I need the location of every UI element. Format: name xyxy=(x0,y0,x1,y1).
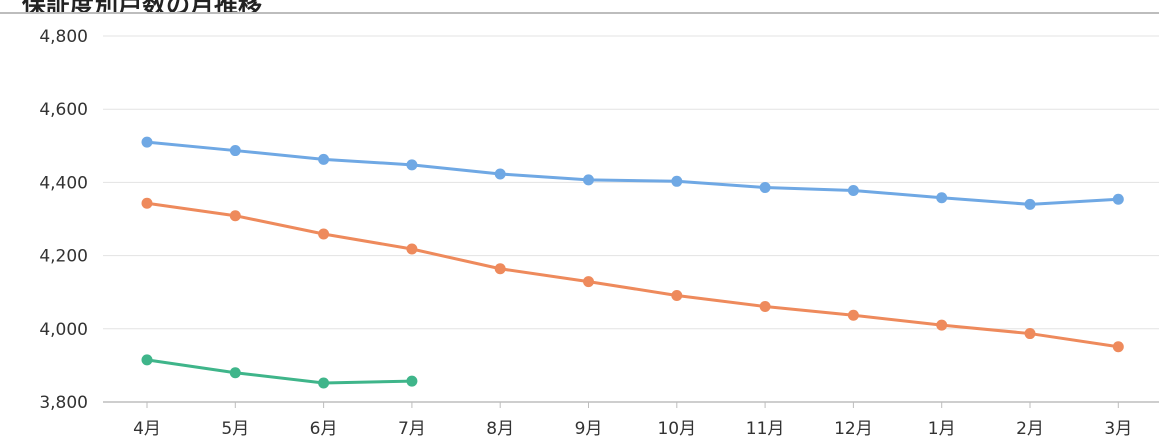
data-point xyxy=(318,228,330,240)
x-tick-label: 1月 xyxy=(928,419,956,439)
x-tick-label: 4月 xyxy=(133,419,161,439)
series-2 xyxy=(141,197,1124,353)
data-point xyxy=(229,145,241,157)
title-bar: 保証度別戸数の月推移 xyxy=(0,0,1159,14)
data-point xyxy=(1024,328,1036,340)
y-tick-label: 4,000 xyxy=(39,320,88,340)
data-point xyxy=(671,175,683,187)
data-point xyxy=(936,319,948,331)
data-point xyxy=(494,168,506,180)
x-tick-label: 5月 xyxy=(221,419,249,439)
y-tick-label: 4,200 xyxy=(39,247,88,267)
grid xyxy=(103,35,1159,403)
y-axis-ticks: 3,800 4,000 4,200 4,400 4,600 4,800 xyxy=(39,27,88,413)
data-point xyxy=(583,276,594,288)
y-tick-label: 4,400 xyxy=(39,173,88,193)
x-tick-label: 8月 xyxy=(486,419,514,439)
chart-title: 保証度別戸数の月推移 xyxy=(22,0,262,14)
data-point xyxy=(141,197,153,209)
x-axis-ticks: 4月 5月 6月 7月 8月 9月 10月 11月 12月 1月 2月 3月 xyxy=(133,402,1132,439)
data-point xyxy=(494,263,506,275)
x-tick-label: 12月 xyxy=(834,419,873,439)
series-layer xyxy=(141,136,1124,389)
data-point xyxy=(229,367,241,379)
series-line xyxy=(145,140,1120,206)
data-point xyxy=(318,377,330,389)
data-point xyxy=(583,174,594,186)
data-point xyxy=(406,375,418,387)
x-tick-label: 9月 xyxy=(575,419,603,439)
x-tick-label: 10月 xyxy=(657,419,696,439)
series-3 xyxy=(141,354,418,389)
data-point xyxy=(671,289,683,301)
x-tick-label: 11月 xyxy=(746,419,785,439)
data-point xyxy=(406,159,418,171)
x-tick-label: 6月 xyxy=(310,419,338,439)
data-point xyxy=(1024,198,1036,210)
data-point xyxy=(759,182,771,194)
data-point xyxy=(229,210,241,222)
y-tick-label: 4,800 xyxy=(39,27,88,47)
data-point xyxy=(1112,341,1124,353)
data-point xyxy=(406,243,418,255)
data-point xyxy=(759,300,771,312)
x-tick-label: 3月 xyxy=(1104,419,1132,439)
data-point xyxy=(936,192,948,204)
x-tick-label: 2月 xyxy=(1016,419,1044,439)
data-point xyxy=(141,136,153,148)
series-line xyxy=(145,358,414,385)
series-line xyxy=(145,201,1120,349)
series-1 xyxy=(141,136,1124,210)
y-tick-label: 4,600 xyxy=(39,100,88,120)
data-point xyxy=(847,184,859,196)
x-tick-label: 7月 xyxy=(398,419,426,439)
data-point xyxy=(141,354,153,366)
data-point xyxy=(847,309,859,321)
data-point xyxy=(318,153,330,165)
data-point xyxy=(1112,193,1124,205)
y-tick-label: 3,800 xyxy=(39,393,88,413)
